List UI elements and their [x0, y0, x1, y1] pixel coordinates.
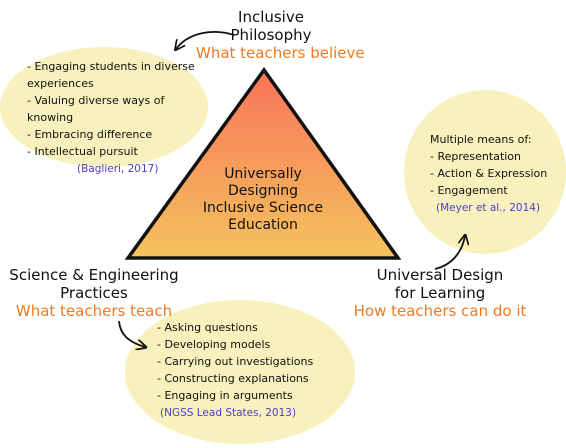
arrow-udl: [434, 236, 465, 270]
practices-item: Asking questions: [157, 319, 347, 336]
practices-item: Carrying out investigations: [157, 353, 347, 370]
central-triangle: [124, 66, 402, 260]
philosophy-item: Intellectual pursuit: [27, 143, 197, 160]
udl-item: Action & Expression: [430, 165, 560, 182]
center-label-line-2: Inclusive Science: [202, 200, 324, 216]
udl-subtitle: How teachers can do it: [353, 302, 527, 320]
center-label: Universally Designing Inclusive Science …: [193, 166, 333, 234]
practices-item: Developing models: [157, 336, 347, 353]
center-label-line-3: Education: [228, 217, 298, 233]
philosophy-item: Engaging students in diverse experiences: [27, 58, 197, 92]
udl-item: Representation: [430, 148, 560, 165]
practices-item: Constructing explanations: [157, 370, 347, 387]
udl-heading: Universal Design for Learning How teache…: [352, 266, 528, 320]
practices-title-line-1: Science & Engineering: [9, 266, 179, 284]
udl-item: Engagement: [430, 182, 560, 199]
udl-title-line-2: for Learning: [394, 284, 486, 302]
philosophy-heading: Inclusive Philosophy What teachers belie…: [196, 8, 365, 62]
arrow-philosophy: [176, 31, 235, 49]
practices-list: Asking questions Developing models Carry…: [157, 319, 347, 422]
center-label-line-1: Universally Designing: [224, 166, 302, 199]
practices-title-line-2: Practices: [60, 284, 128, 302]
philosophy-list: Engaging students in diverse experiences…: [27, 58, 197, 178]
philosophy-subtitle: What teachers believe: [196, 44, 365, 62]
arrow-practices: [118, 320, 145, 347]
philosophy-item: Valuing diverse ways of knowing: [27, 92, 197, 126]
philosophy-title-line-2: Philosophy: [230, 26, 312, 44]
philosophy-item: Embracing difference: [27, 126, 197, 143]
philosophy-title-line-1: Inclusive: [238, 8, 304, 26]
udl-citation: (Meyer et al., 2014): [436, 202, 541, 214]
udl-intro: Multiple means of:: [430, 133, 532, 146]
practices-item: Engaging in arguments: [157, 387, 347, 404]
practices-citation: (NGSS Lead States, 2013): [160, 407, 297, 419]
udl-list: Multiple means of: Representation Action…: [430, 131, 560, 217]
practices-heading: Science & Engineering Practices What tea…: [6, 266, 182, 320]
philosophy-citation: (Baglieri, 2017): [77, 163, 159, 175]
udl-title-line-1: Universal Design: [376, 266, 504, 284]
practices-subtitle: What teachers teach: [15, 302, 173, 320]
